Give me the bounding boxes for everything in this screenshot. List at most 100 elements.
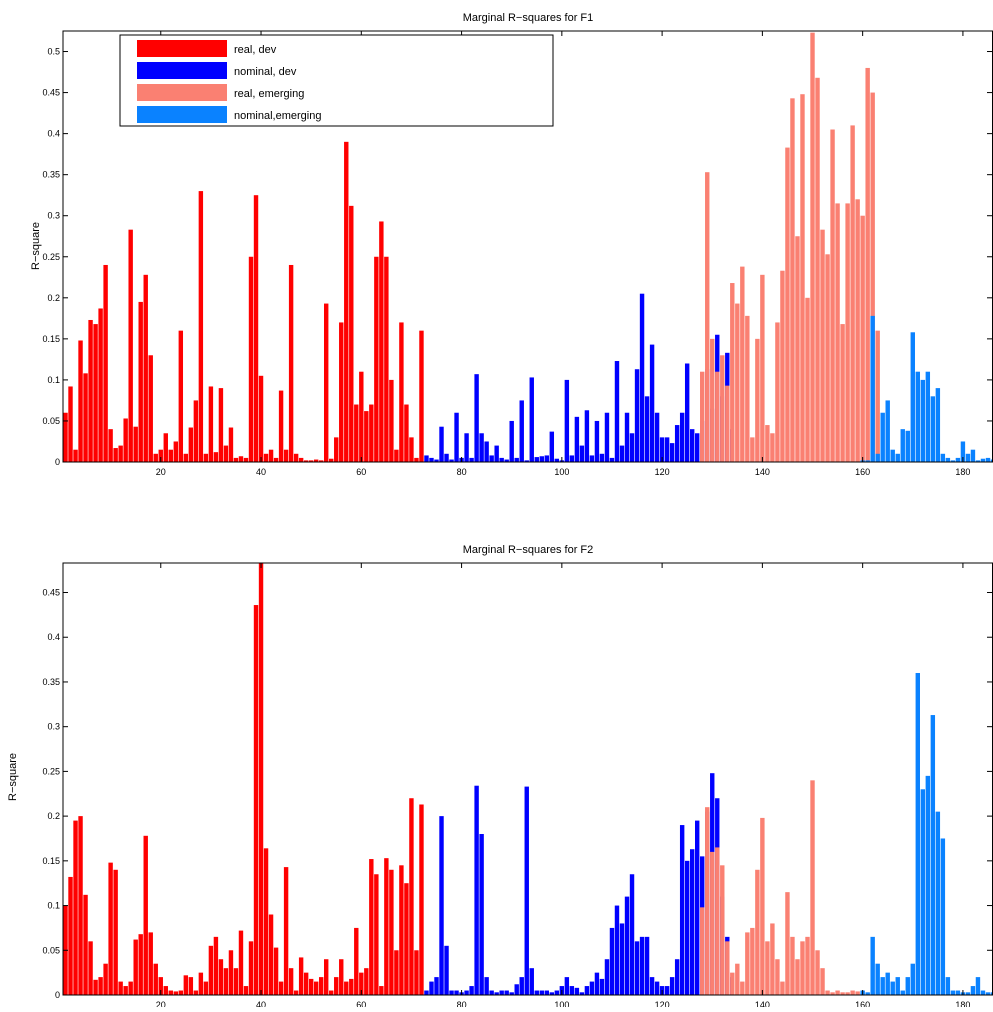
bar-f1-s2-158 [850,125,855,462]
bar-f1-s1-118 [649,344,655,462]
bar-f1-s0-6 [88,319,93,462]
bar-f2-s2-153 [825,990,830,995]
bar-f2-s3-168 [900,990,905,995]
bar-f1-s0-68 [399,322,404,462]
y-tick-label-f1-0.15: 0.15 [42,334,60,344]
bar-f2-s1-83 [474,785,479,995]
bar-f1-s2-144 [780,270,785,462]
bar-f1-s0-61 [364,411,369,462]
bar-f1-s1-115 [634,369,640,462]
bar-f2-s1-85 [484,977,489,995]
bar-f1-s0-18 [148,355,153,462]
bar-f2-s1-115 [634,941,640,995]
legend-label-nominal-dev: nominal, dev [234,66,297,78]
bar-f2-s2-154 [830,992,835,995]
bar-f1-s1-124 [679,412,685,462]
bar-f1-s0-69 [404,404,409,462]
bar-f1-s0-44 [278,390,284,462]
bar-f2-s0-32 [218,959,224,995]
bar-f2-s1-111 [614,905,620,995]
bar-f1-s2-148 [800,94,805,463]
bar-f1-s2-145 [785,147,790,462]
bar-f1-s1-121 [664,437,670,462]
bar-f2-s0-35 [233,968,239,995]
bar-f1-s1-127 [695,433,700,462]
y-tick-label-f2-0: 0 [55,990,60,1000]
bar-f1-s1-83 [474,374,479,462]
bar-f1-s3-178 [950,460,956,462]
bar-f1-s1-108 [599,453,605,462]
bar-f2-s2-135 [735,963,740,995]
x-tick-label-f1-120: 120 [655,467,670,477]
bar-f2-s1-110 [609,927,615,995]
bar-f2-s1-86 [489,990,494,995]
bar-f2-s0-10 [108,862,113,995]
bar-f2-s0-37 [243,986,249,995]
bar-f1-s2-136 [740,266,745,462]
x-tick-label-f2-140: 140 [755,1000,770,1007]
bar-f1-s1-73 [424,455,429,462]
bar-f2-s0-5 [83,894,88,995]
bar-f2-s0-42 [268,914,274,995]
bar-f2-s1-90 [509,992,514,995]
bar-f2-s1-79 [454,990,459,995]
bar-f1-s0-9 [103,264,108,462]
bar-f2-s0-8 [98,977,103,995]
bar-f2-s1-119 [654,981,660,995]
bar-f2-s3-161 [865,992,870,995]
bar-f1-s0-8 [98,308,103,462]
bar-f1-s2-141 [765,425,770,462]
bar-f2-s3-182 [970,986,976,995]
bar-f2-s1-101 [564,977,570,995]
bar-f2-s1-84 [479,834,484,995]
bar-f2-s3-183 [975,977,981,995]
bar-f2-s0-44 [278,981,284,995]
bar-f2-s0-51 [313,981,319,995]
bar-f1-s0-14 [128,229,133,462]
bar-f1-s2-147 [795,236,800,462]
bar-f1-s0-19 [153,453,158,462]
bar-f2-s0-12 [118,981,123,995]
y-tick-label-f2-0.1: 0.1 [47,901,60,911]
bar-f1-s1-102 [569,455,575,462]
ticks-f2: 20 40 60 80 100 120 140 160 180 0 0.05 0.1 0.15 0.2 0.… [42,563,992,1010]
bar-f1-s2-131 [715,371,720,462]
bar-f2-s3-169 [905,977,910,995]
bar-f2-s2-147 [795,959,800,995]
bar-f1-s0-60 [359,371,364,462]
bar-f2-s0-67 [394,950,399,995]
bar-f1-s0-65 [384,256,389,462]
bar-f2-s1-104 [579,992,585,995]
bar-f2-s1-102 [569,986,575,995]
bar-f1-s2-154 [830,129,835,462]
bar-f1-s2-129 [705,172,710,462]
bar-f1-s0-46 [288,264,294,462]
bar-f1-s1-117 [644,396,650,462]
x-tick-label-f1-60: 60 [356,467,366,477]
bar-f2-s3-172 [920,789,926,995]
bar-f2-s0-11 [113,869,118,995]
x-tick-label-f1-100: 100 [554,467,569,477]
bar-f1-s0-16 [138,301,143,462]
panel-f1: Marginal R−squares for F1 R−square 20 40 6… [30,12,993,477]
x-tick-label-f2-180: 180 [955,1000,970,1007]
bar-f1-s3-179 [955,457,961,462]
bar-f2-s2-148 [800,941,805,995]
bar-f1-s1-98 [549,431,555,462]
bar-f1-s0-35 [233,457,239,462]
bar-f2-s0-38 [248,941,254,995]
bar-f2-s1-82 [469,986,474,995]
bar-f1-s0-27 [193,400,199,462]
bar-f1-s0-47 [293,453,299,462]
bar-f2-s3-170 [910,963,915,995]
panel-f2: Marginal R−squares for F2 R−square 20 40 6… [7,544,993,1010]
bar-f2-s0-45 [283,867,289,995]
bar-f2-s0-21 [163,986,168,995]
bar-f2-s0-60 [359,972,364,995]
bar-f2-s2-133 [725,941,730,995]
bar-f2-s1-91 [514,984,519,995]
bar-f2-s0-63 [374,874,379,995]
bar-f1-s2-138 [750,437,755,462]
bar-f1-s0-24 [178,330,184,462]
bar-f1-s3-166 [890,449,895,462]
